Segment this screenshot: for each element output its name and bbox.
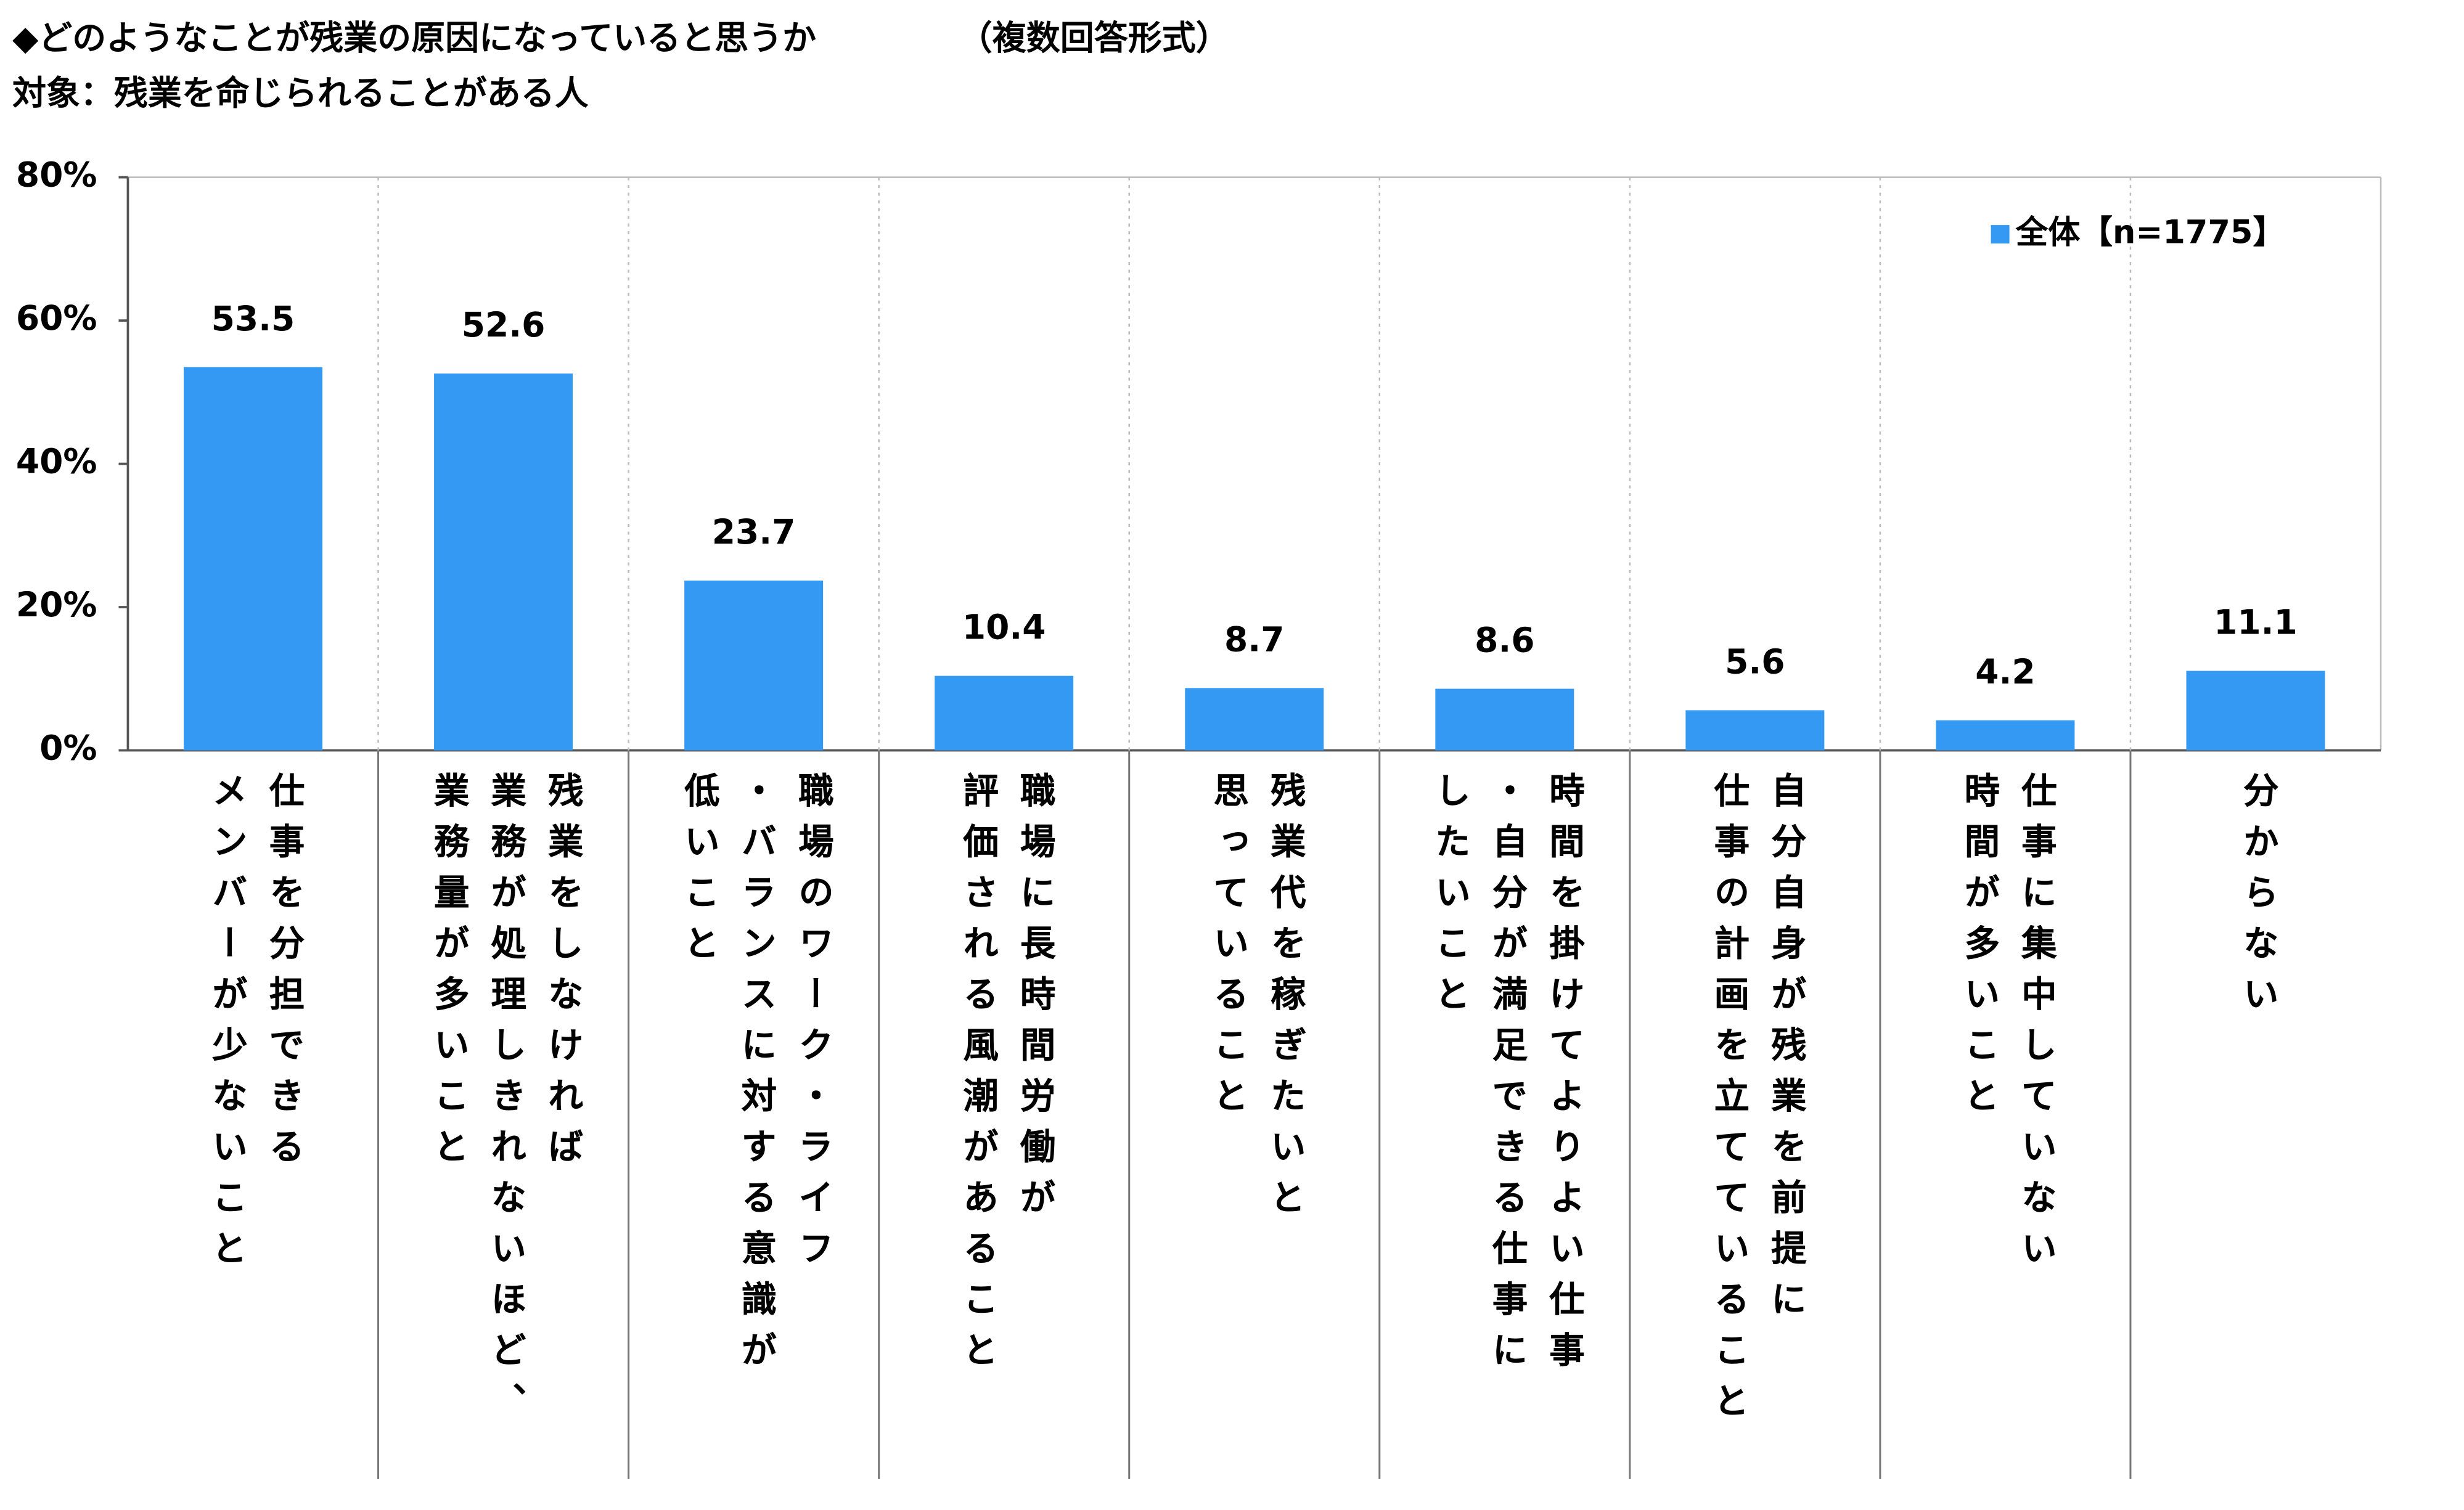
x-label-box: 仕事を分担できる メンバーが少ないこと [205, 772, 303, 1281]
x-tick-label: 時間を掛けてよりよい仕事 ・自分が満足できる仕事に したいこと [1428, 772, 1583, 1382]
data-label: 11.1 [2214, 603, 2298, 642]
data-label: 52.6 [462, 305, 546, 345]
bar [684, 581, 824, 751]
y-tick-label: 80% [16, 155, 97, 195]
bar [935, 675, 1074, 751]
x-tick-label: 仕事を分担できる メンバーが少ないこと [205, 772, 303, 1281]
data-label: 5.6 [1725, 642, 1785, 682]
x-tick-label: 職場のワーク・ライフ ・バランスに対する意識が 低いこと [677, 772, 832, 1382]
y-tick-label: 40% [16, 442, 97, 481]
bar [1685, 710, 1825, 751]
y-tick-label: 0% [39, 728, 97, 768]
bar [2186, 671, 2325, 751]
x-label-box: 職場のワーク・ライフ ・バランスに対する意識が 低いこと [677, 772, 832, 1382]
y-tick-label: 20% [16, 585, 97, 624]
chart-title: ◆どのようなことが残業の原因になっていると思うか [12, 18, 816, 57]
data-label: 4.2 [1975, 652, 2035, 692]
bar [184, 367, 322, 751]
data-label: 8.7 [1224, 620, 1284, 659]
x-label-box: 残業をしなければ 業務が処理しきれないほど、 業務量が多いこと [427, 772, 581, 1433]
data-label: 53.5 [211, 299, 295, 338]
x-label-box: 自分自身が残業を前提に 仕事の計画を立てていること [1707, 772, 1804, 1433]
x-tick-label: 分からない [2236, 772, 2277, 1026]
data-label: 23.7 [712, 512, 796, 552]
bar [434, 373, 573, 751]
x-label-box: 職場に長時間労働が 評価される風潮があること [956, 772, 1054, 1382]
bar [1185, 688, 1324, 751]
bar [1936, 720, 2075, 751]
data-label: 8.6 [1475, 621, 1534, 660]
x-label-box: 残業代を稼ぎたいと 思っていること [1206, 772, 1304, 1230]
x-label-box: 分からない [2236, 772, 2277, 1026]
x-tick-label: 仕事に集中していない 時間が多いこと [1957, 772, 2055, 1281]
data-label: 10.4 [962, 608, 1046, 647]
x-label-box: 時間を掛けてよりよい仕事 ・自分が満足できる仕事に したいこと [1428, 772, 1583, 1382]
chart-target: 対象：残業を命じられることがある人 [12, 73, 589, 113]
bar [1435, 688, 1574, 751]
legend-swatch [1991, 225, 2010, 244]
x-tick-label: 残業代を稼ぎたいと 思っていること [1206, 772, 1304, 1230]
x-tick-label: 残業をしなければ 業務が処理しきれないほど、 業務量が多いこと [427, 772, 581, 1433]
x-label-box: 仕事に集中していない 時間が多いこと [1957, 772, 2055, 1281]
chart-subtitle: （複数回答形式） [959, 18, 1230, 57]
x-tick-label: 職場に長時間労働が 評価される風潮があること [956, 772, 1054, 1382]
y-tick-label: 60% [16, 298, 97, 338]
legend-label: 全体【n=1775】 [2015, 214, 2285, 251]
x-tick-label: 自分自身が残業を前提に 仕事の計画を立てていること [1707, 772, 1804, 1433]
